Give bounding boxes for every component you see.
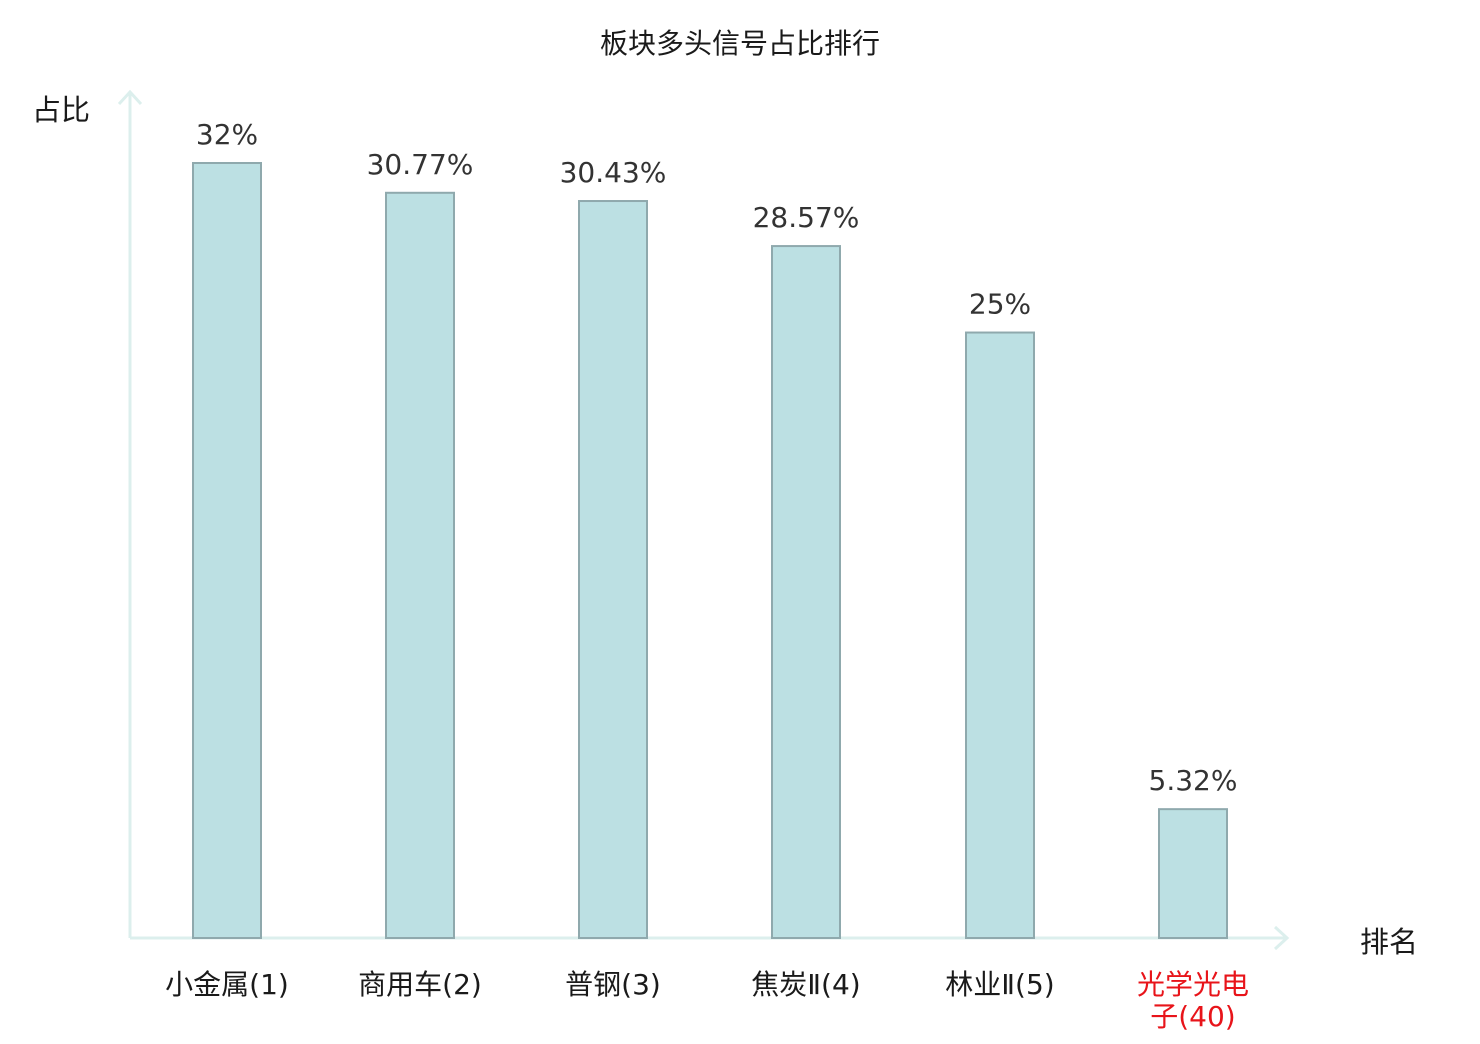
bar-2 [385,191,455,939]
bar-4 [771,245,841,939]
bar-6 [1158,808,1228,939]
category-label-1: 小金属(1) [165,968,289,1001]
category-label-6-line-1: 光学光电 [1137,968,1249,1001]
category-label-6-line-2: 子(40) [1150,1000,1235,1033]
chart-title: 板块多头信号占比排行 [600,27,880,60]
x-axis-label: 排名 [1360,925,1418,959]
value-label-6: 5.32% [1149,764,1238,797]
axes [117,89,1290,951]
bar-1 [192,162,262,939]
category-label-5: 林业Ⅱ(5) [945,968,1054,1001]
value-label-1: 32% [196,118,258,151]
y-axis-arrow [117,89,143,106]
value-label-3: 30.43% [560,156,667,189]
category-label-4: 焦炭Ⅱ(4) [751,968,860,1001]
bar-5 [965,331,1035,939]
x-axis-arrow [1273,925,1290,951]
y-axis-label: 占比 [32,93,90,127]
value-label-4: 28.57% [753,201,860,234]
category-label-3: 普钢(3) [565,968,661,1001]
value-label-5: 25% [969,288,1031,321]
value-labels-group: 32% 30.77% 30.43% 28.57% 25% 5.32% [196,118,1238,797]
value-label-2: 30.77% [367,148,474,181]
bars-group [192,162,1228,939]
category-label-2: 商用车(2) [358,968,482,1001]
bar-3 [578,200,648,939]
